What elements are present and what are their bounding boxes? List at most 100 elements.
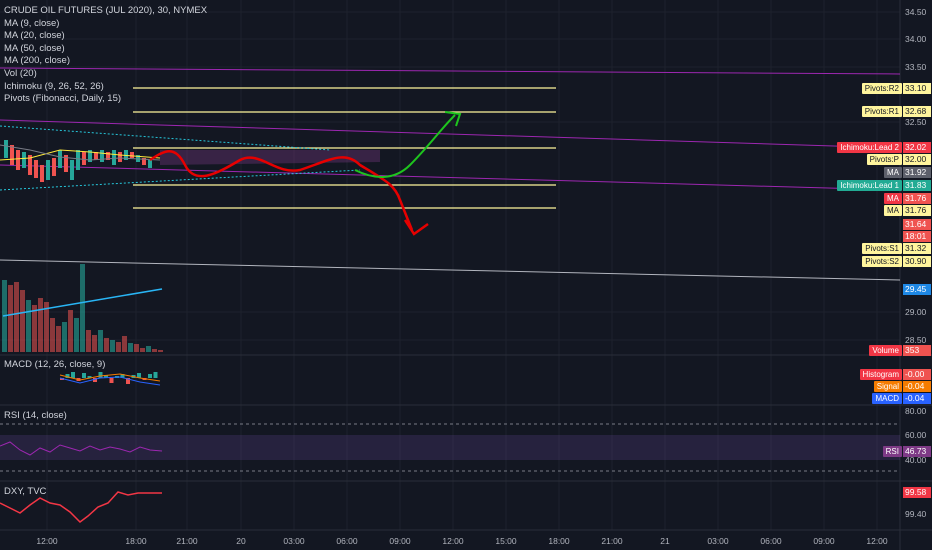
macd-bar [120, 374, 125, 378]
candle [112, 150, 116, 165]
price-tick: 34.50 [905, 7, 927, 17]
macd-bar [65, 374, 70, 378]
time-tick: 20 [236, 536, 246, 546]
chart-legend: CRUDE OIL FUTURES (JUL 2020), 30, NYMEX … [4, 5, 207, 106]
volume-bar [92, 335, 97, 352]
rsi-band [0, 435, 900, 460]
rsi-value: 46.73 [903, 446, 931, 457]
time-tick: 21 [660, 536, 670, 546]
ma-value: 31.92 [903, 167, 931, 178]
trendline-top [0, 67, 901, 75]
ma-line-2 [0, 144, 161, 161]
pivot-p-value: 32.00 [903, 154, 931, 165]
candle [4, 140, 8, 158]
time-tick: 12:00 [866, 536, 888, 546]
volume-bar [44, 302, 49, 352]
ma-value: 31.76 [903, 193, 931, 204]
candle [46, 160, 50, 180]
volume-bar [26, 300, 31, 352]
countdown-tag: 18:01 [903, 231, 931, 242]
bullish-path [354, 114, 456, 178]
rsi-tick: 40.00 [905, 455, 927, 465]
dxy-title[interactable]: DXY, TVC [4, 486, 47, 497]
rsi-line [0, 441, 163, 456]
volume-bars [2, 264, 163, 352]
ma-value: 31.76 [903, 205, 931, 216]
volume-bar [122, 336, 127, 352]
bearish-path [149, 150, 414, 231]
candle [22, 152, 26, 168]
macd-bar [137, 373, 141, 378]
macd-bar [153, 372, 158, 378]
macd-bar [98, 372, 103, 378]
time-tick: 21:00 [176, 536, 198, 546]
candle [148, 160, 152, 168]
macd-value: -0.04 [903, 393, 931, 404]
macd-bar [109, 378, 114, 383]
volume-bar [8, 285, 13, 352]
pivot-s2-label[interactable]: Pivots:S2 [862, 256, 902, 267]
rsi-label[interactable]: RSI [882, 446, 902, 457]
time-tick: 21:00 [601, 536, 623, 546]
trendline-low [0, 164, 901, 191]
macd-bars [60, 372, 158, 384]
volume-bar [20, 290, 25, 352]
histogram-value: -0.00 [903, 369, 931, 380]
candle [70, 160, 74, 180]
candle [40, 165, 44, 182]
macd-bar [82, 373, 86, 378]
macd-bar [148, 374, 152, 378]
histogram-label[interactable]: Histogram [859, 369, 902, 380]
last-price-tag: 31.64 [903, 219, 931, 230]
macd-label[interactable]: MACD [872, 393, 902, 404]
macd-bar [126, 378, 130, 384]
indicator-ma20[interactable]: MA (20, close) [4, 30, 65, 42]
time-tick: 15:00 [495, 536, 517, 546]
candle [100, 150, 104, 162]
rsi-tick: 60.00 [905, 430, 927, 440]
macd-bar [87, 376, 92, 378]
pivot-p-label[interactable]: Pivots:P [866, 154, 902, 165]
pivot-r2-label[interactable]: Pivots:R2 [861, 83, 902, 94]
price-tick: 32.50 [905, 117, 927, 127]
pivot-s1-label[interactable]: Pivots:S1 [862, 243, 902, 254]
volume-bar [14, 282, 19, 352]
time-tick: 12:00 [36, 536, 58, 546]
rsi-title[interactable]: RSI (14, close) [4, 410, 67, 421]
ichimoku-lead2-label[interactable]: Ichimoku:Lead 2 [837, 142, 902, 153]
volume-bar [158, 350, 163, 352]
indicator-ichimoku[interactable]: Ichimoku (9, 26, 52, 26) [4, 80, 104, 92]
indicator-vol[interactable]: Vol (20) [4, 67, 37, 79]
symbol-title[interactable]: CRUDE OIL FUTURES (JUL 2020), 30, NYMEX [4, 5, 208, 16]
macd-title[interactable]: MACD (12, 26, close, 9) [4, 359, 106, 370]
pivot-r1-label[interactable]: Pivots:R1 [861, 106, 902, 117]
volume-bar [104, 338, 109, 352]
ma-label[interactable]: MA [884, 167, 902, 178]
bearish-arrow-icon [403, 219, 429, 236]
time-tick: 12:00 [442, 536, 464, 546]
candle [58, 150, 62, 168]
signal-label[interactable]: Signal [873, 381, 902, 392]
candle [88, 150, 92, 162]
price-tick: 34.00 [905, 34, 927, 44]
time-tick: 09:00 [389, 536, 411, 546]
candle [106, 152, 110, 160]
volume-bar [68, 310, 73, 352]
price-tick: 33.50 [905, 62, 927, 72]
volume-label[interactable]: Volume [869, 345, 902, 356]
indicator-ma9[interactable]: MA (9, close) [4, 17, 60, 29]
indicator-ma50[interactable]: MA (50, close) [4, 42, 65, 54]
dxy-tick: 99.40 [905, 509, 927, 519]
indicator-pivots[interactable]: Pivots (Fibonacci, Daily, 15) [4, 93, 122, 105]
ichimoku-lead1-label[interactable]: Ichimoku:Lead 1 [837, 180, 902, 191]
indicator-ma200[interactable]: MA (200, close) [4, 55, 70, 67]
ma-label[interactable]: MA [884, 193, 902, 204]
ma-label[interactable]: MA [884, 205, 902, 216]
candle [142, 158, 146, 165]
volume-bar [98, 330, 103, 352]
candle [10, 145, 14, 165]
channel-lower [0, 169, 361, 191]
pivot-r1-value: 32.68 [903, 106, 931, 117]
volume-bar [146, 346, 151, 352]
